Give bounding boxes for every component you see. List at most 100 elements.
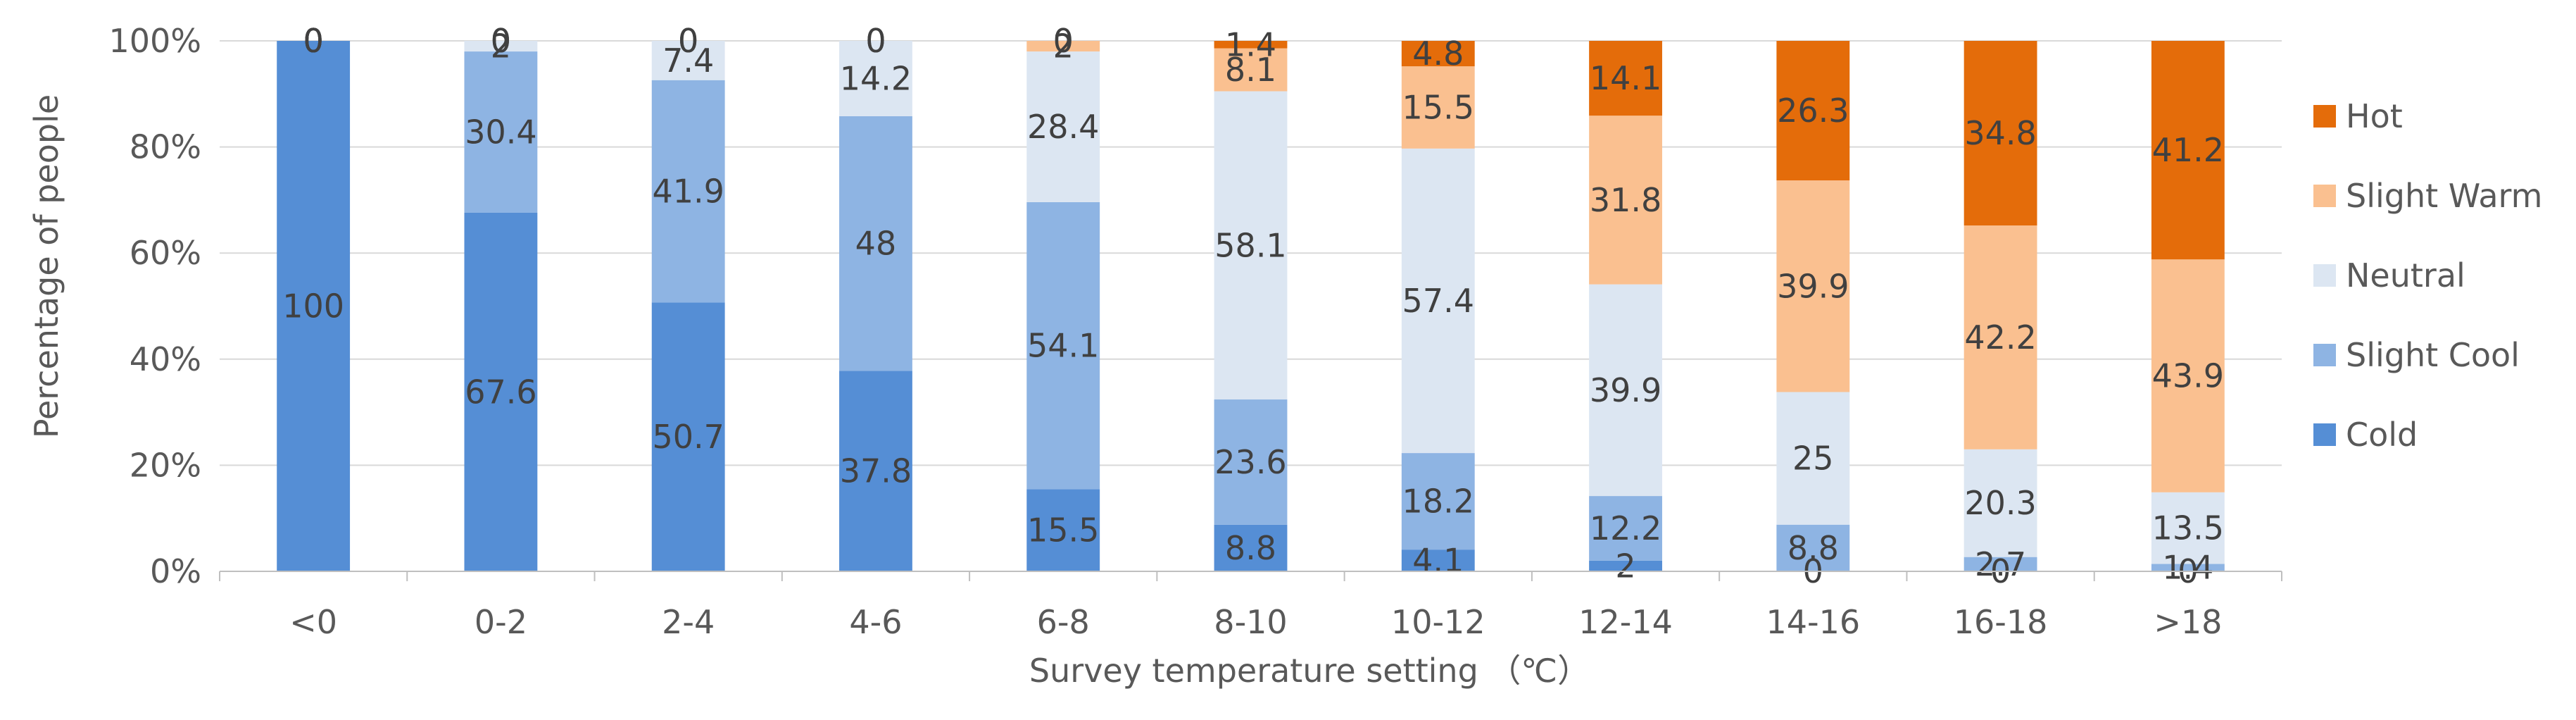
x-tick-label: 0-2 [475, 603, 527, 641]
data-label: 0 [678, 22, 698, 60]
bar-slight-cool [839, 116, 912, 371]
data-label: 23.6 [1214, 443, 1286, 481]
legend-label: Hot [2346, 97, 2403, 135]
legend-swatch [2313, 423, 2336, 446]
bar-hot [1401, 41, 1475, 67]
bar-slight-warm [1214, 48, 1288, 92]
y-tick-label: 40% [130, 340, 201, 378]
legend-swatch [2313, 344, 2336, 366]
bar-neutral [2151, 492, 2225, 564]
legend-label: Slight Warm [2346, 177, 2542, 215]
bar-slight-warm [2151, 259, 2225, 492]
data-label: 8.8 [1788, 529, 1839, 567]
bar-stacks [277, 41, 2225, 571]
data-label: 4.1 [1412, 542, 1464, 580]
x-tick-label: 12-14 [1578, 603, 1673, 641]
data-label: 7.4 [662, 42, 714, 80]
y-tick-label: 100% [108, 22, 201, 60]
bar-hot [2151, 41, 2225, 260]
bar-neutral [1026, 51, 1100, 202]
data-label: 39.9 [1777, 267, 1849, 305]
legend-swatch [2313, 264, 2336, 287]
data-label: 0 [303, 22, 323, 60]
data-label: 39.9 [1590, 371, 1661, 409]
data-labels: 100000067.630.420050.741.97.40037.84814.… [282, 22, 2224, 590]
data-label: 0 [865, 22, 886, 60]
legend-swatch [2313, 185, 2336, 207]
bar-slight-cool [1026, 201, 1100, 490]
legend: Hot Slight Warm Neutral Slight Cool Cold [2313, 97, 2542, 454]
bar-neutral [464, 41, 538, 52]
data-label: 54.1 [1027, 327, 1099, 365]
bar-slight-cool [651, 80, 725, 303]
y-tick-label: 20% [130, 446, 201, 484]
bar-cold [1589, 560, 1662, 571]
bar-slight-cool [1214, 399, 1288, 525]
data-label: 8.8 [1225, 529, 1276, 567]
data-label: 2 [1615, 547, 1635, 585]
data-label: 0 [1053, 22, 1074, 60]
bar-neutral [1214, 91, 1288, 400]
bar-cold [1214, 524, 1288, 571]
legend-label: Slight Cool [2346, 336, 2520, 374]
bar-neutral [1776, 392, 1850, 525]
y-tick-label: 0% [150, 552, 201, 590]
y-tick-label: 60% [130, 234, 201, 272]
x-tick-label: 10-12 [1391, 603, 1485, 641]
bar-slight-cool [2151, 564, 2225, 571]
x-axis-title: Survey temperature setting （℃） [1029, 652, 1590, 690]
data-label: 1.4 [2162, 549, 2213, 587]
data-label: 0 [303, 22, 323, 60]
data-label: 8.1 [1225, 51, 1276, 89]
bar-hot [1214, 41, 1288, 49]
data-label: 41.2 [2152, 131, 2224, 169]
bar-slight-cool [1589, 496, 1662, 561]
data-label: 15.5 [1027, 511, 1099, 550]
x-tick-label: >18 [2154, 603, 2222, 641]
data-label: 31.8 [1590, 181, 1661, 219]
data-label: 18.2 [1402, 483, 1474, 521]
bar-hot [1964, 41, 2037, 226]
data-label: 2 [491, 27, 511, 66]
data-label: 41.9 [652, 172, 724, 210]
bar-slight-cool [464, 51, 538, 213]
bar-hot [1776, 41, 1850, 181]
axes: 0% 20% 40% 60% 80% 100% <0 0-2 2-4 4-6 6-8 8-10 10-1… [108, 22, 2282, 641]
bar-slight-warm [1026, 41, 1100, 52]
x-tick-label: 6-8 [1037, 603, 1090, 641]
bar-slight-warm [1401, 66, 1475, 149]
bar-neutral [651, 41, 725, 80]
data-label: 0 [303, 22, 323, 60]
data-label: 4.8 [1412, 35, 1464, 73]
data-label: 30.4 [465, 113, 536, 151]
data-label: 0 [491, 22, 511, 60]
data-label: 15.5 [1402, 89, 1474, 127]
data-label: 50.7 [652, 418, 724, 456]
x-tick-label: 8-10 [1214, 603, 1287, 641]
bar-neutral [839, 41, 912, 116]
data-label: 48 [855, 225, 897, 263]
data-label: 57.4 [1402, 282, 1474, 320]
bar-hot [1589, 41, 1662, 116]
data-label: 13.5 [2152, 509, 2224, 547]
data-label: 43.9 [2152, 357, 2224, 395]
bar-neutral [1589, 284, 1662, 497]
bar-cold [277, 41, 351, 571]
data-label: 28.4 [1027, 108, 1099, 146]
data-label: 100 [282, 287, 344, 325]
x-tick-label: 4-6 [849, 603, 902, 641]
bar-neutral [1401, 148, 1475, 454]
data-label: 67.6 [465, 373, 536, 411]
legend-swatch [2313, 105, 2336, 128]
data-label: 2.7 [1975, 545, 2026, 583]
bar-slight-cool [1776, 524, 1850, 571]
data-label: 2 [1053, 27, 1074, 66]
bar-slight-warm [1964, 225, 2037, 449]
data-label: 1.4 [1225, 25, 1276, 63]
bar-cold [464, 212, 538, 571]
data-label: 14.1 [1590, 59, 1661, 97]
data-label: 12.2 [1590, 509, 1661, 547]
data-label: 25 [1792, 440, 1834, 478]
bar-slight-cool [1401, 453, 1475, 550]
